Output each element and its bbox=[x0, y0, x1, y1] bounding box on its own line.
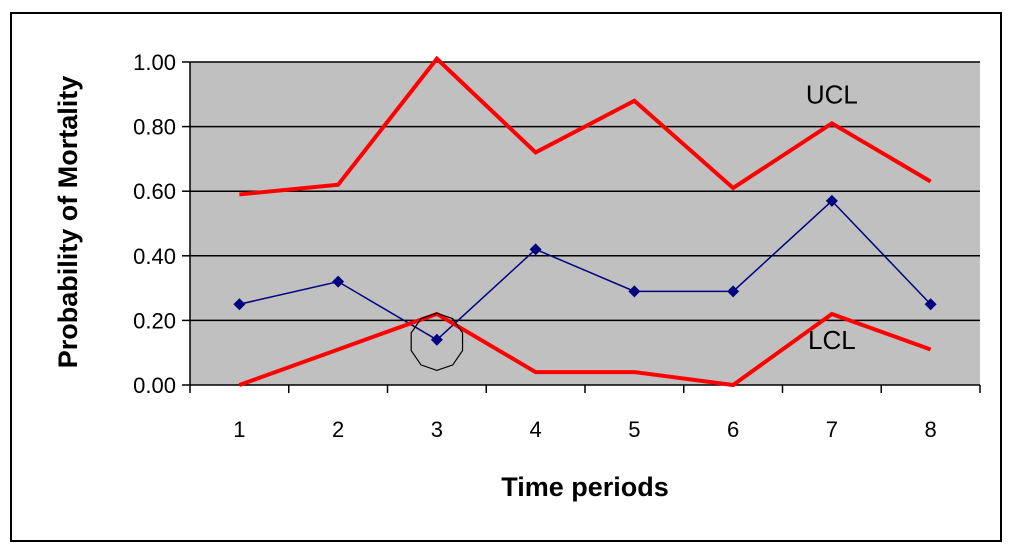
x-tick-label: 7 bbox=[826, 417, 838, 442]
x-tick-label: 2 bbox=[332, 417, 344, 442]
lcl-series-line bbox=[238, 311, 932, 388]
data-point-marker bbox=[430, 333, 443, 346]
x-tick-label: 1 bbox=[233, 417, 245, 442]
y-tick-label: 0.00 bbox=[133, 373, 176, 398]
y-tick-label: 0.80 bbox=[133, 115, 176, 140]
highlight-circle bbox=[410, 312, 464, 372]
axes bbox=[182, 61, 981, 393]
ucl-series-line bbox=[239, 55, 932, 197]
series-markers bbox=[233, 194, 937, 346]
data-point-marker bbox=[529, 243, 542, 256]
data-point-marker bbox=[924, 298, 937, 311]
y-tick-label: 0.20 bbox=[133, 308, 176, 333]
x-tick-labels: 1 2 3 4 5 6 7 8 bbox=[233, 417, 937, 442]
y-tick-label: 1.00 bbox=[133, 50, 176, 75]
data-point-marker bbox=[233, 298, 246, 311]
y-axis-title: Probability of Mortality bbox=[53, 76, 83, 369]
x-axis-title: Time periods bbox=[501, 472, 669, 502]
data-point-marker bbox=[332, 275, 345, 288]
data-point-marker bbox=[727, 285, 740, 298]
x-tick-label: 5 bbox=[628, 417, 640, 442]
y-tick-label: 0.40 bbox=[133, 244, 176, 269]
annotations: UCL LCL bbox=[410, 79, 858, 372]
y-tick-labels: 0.00 0.20 0.40 0.60 0.80 1.00 bbox=[133, 50, 176, 398]
annotation-lcl: LCL bbox=[808, 325, 856, 355]
x-tick-label: 8 bbox=[925, 417, 937, 442]
x-tick-label: 4 bbox=[530, 417, 542, 442]
series-lines bbox=[238, 55, 932, 388]
data-point-marker bbox=[825, 194, 838, 207]
data-point-marker bbox=[628, 285, 641, 298]
y-tick-label: 0.60 bbox=[133, 179, 176, 204]
x-tick-label: 3 bbox=[431, 417, 443, 442]
plot-area bbox=[190, 62, 980, 385]
observed-series-line bbox=[239, 199, 932, 341]
x-tick-label: 6 bbox=[727, 417, 739, 442]
annotation-ucl: UCL bbox=[806, 79, 858, 109]
